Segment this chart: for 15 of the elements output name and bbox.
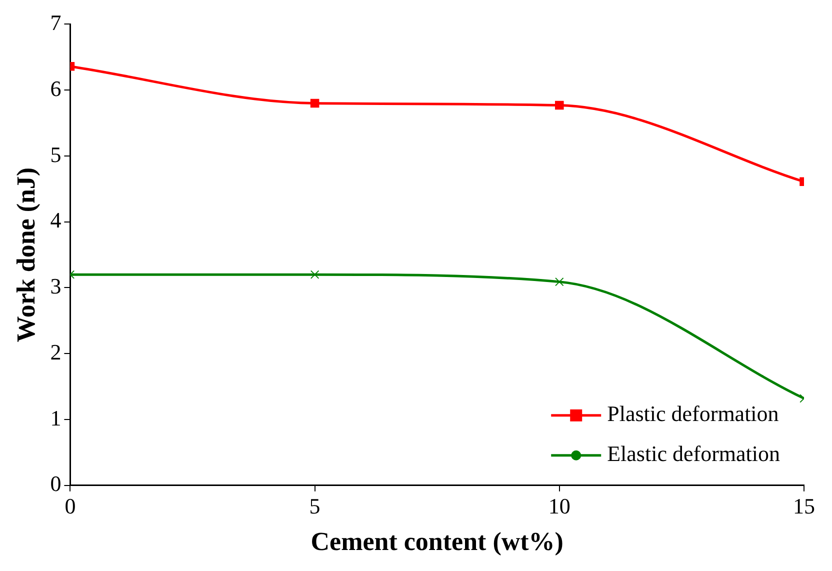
y-axis-title: Work done (nJ) [11, 167, 40, 342]
y-tick-label: 1 [50, 405, 62, 430]
y-tick-label: 3 [50, 274, 62, 299]
y-tick-label: 5 [50, 142, 62, 167]
x-tick-label: 10 [548, 493, 570, 518]
y-tick-label: 6 [50, 76, 62, 101]
y-tick-label: 4 [50, 208, 62, 233]
y-tick-label: 7 [50, 10, 62, 35]
x-axis-title: Cement content (wt%) [310, 527, 564, 556]
legend-label: Plastic deformation [607, 401, 779, 426]
y-tick-label: 2 [50, 339, 62, 364]
x-tick-label: 5 [309, 493, 320, 518]
y-tick-label: 0 [50, 471, 62, 496]
legend-label: Elastic deformation [607, 441, 780, 466]
x-tick-label: 15 [793, 493, 815, 518]
